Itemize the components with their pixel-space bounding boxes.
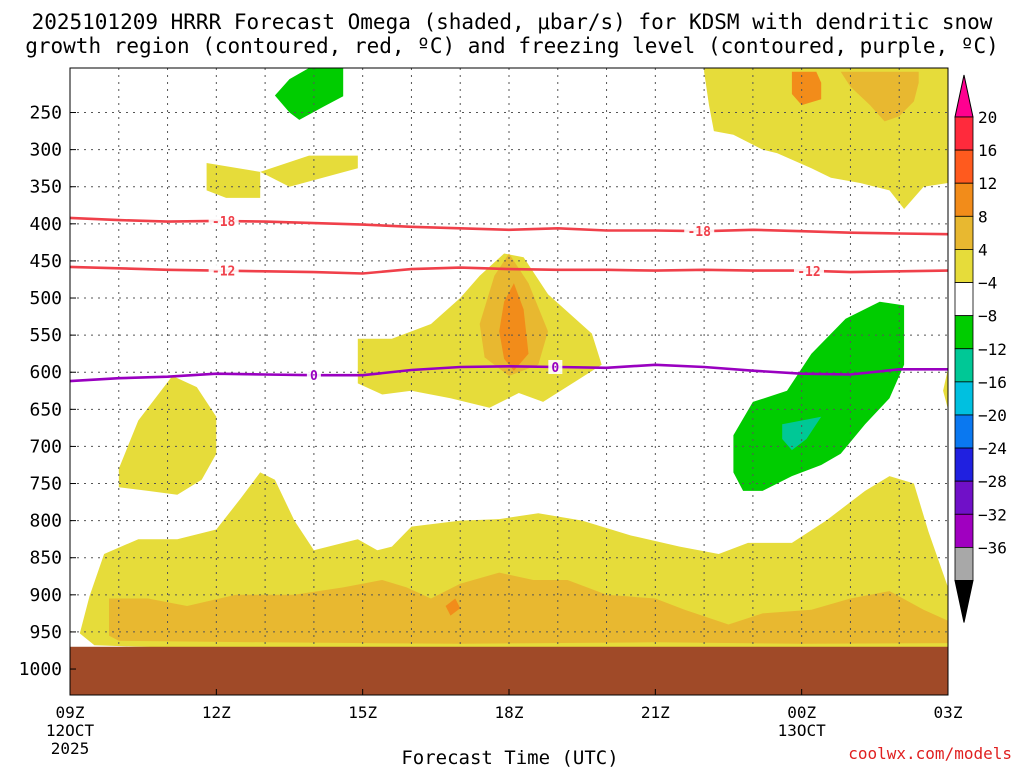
y-tick-label-600: 600 <box>29 362 62 383</box>
y-tick-label-500: 500 <box>29 288 62 309</box>
omega-area-2 <box>260 155 358 187</box>
credit-text: coolwx.com/models <box>848 744 1012 763</box>
legend-swatch-7 <box>954 315 974 350</box>
x-tick-label-09Z: 09Z <box>56 703 85 722</box>
y-tick-label-850: 850 <box>29 548 62 569</box>
legend-swatch-3 <box>954 182 974 217</box>
color-legend: 20 16 12 8 4 −4 −8 −12 −16 −20 −24 −28 −32 −36 <box>954 74 1007 623</box>
legend-label-3: 8 <box>978 207 988 226</box>
x-tick-year: 2025 <box>51 739 90 758</box>
omega-area-7 <box>840 71 919 122</box>
legend-arrow-bottom <box>954 580 974 623</box>
title-line-2: growth region (contoured, red, ºC) and f… <box>25 34 999 58</box>
omega-area-9 <box>109 572 948 644</box>
legend-swatch-11 <box>954 447 974 482</box>
contour-label-dgz_top-0: -18 <box>212 215 236 230</box>
y-tick-label-400: 400 <box>29 214 62 235</box>
legend-label-9: −20 <box>978 406 1007 425</box>
contour-label-bg <box>208 263 239 278</box>
x-axis-label: Forecast Time (UTC) <box>401 747 618 768</box>
x-tick-date: 13OCT <box>778 721 827 740</box>
x-tick-label-12Z: 12Z <box>202 703 231 722</box>
legend-arrow-top <box>954 74 974 118</box>
y-tick-label-450: 450 <box>29 251 62 272</box>
omega-area-12 <box>445 598 461 616</box>
legend-swatch-12 <box>954 480 974 515</box>
omega-area-4 <box>118 375 217 495</box>
chart-title: 2025101209 HRRR Forecast Omega (shaded, … <box>25 10 999 58</box>
x-tick-label-18Z: 18Z <box>495 703 524 722</box>
contour-label-bg <box>208 213 239 228</box>
contour-label-dgz_bottom-1: -12 <box>797 265 820 280</box>
y-tick-label-750: 750 <box>29 474 62 495</box>
y-tick-label-250: 250 <box>29 103 62 124</box>
y-tick-label-800: 800 <box>29 511 62 532</box>
legend-label-1: 16 <box>978 141 997 160</box>
y-tick-label-350: 350 <box>29 177 62 198</box>
legend-swatch-10 <box>954 414 974 449</box>
legend-label-4: 4 <box>978 240 988 259</box>
legend-label-2: 12 <box>978 174 997 193</box>
legend-label-7: −12 <box>978 340 1007 359</box>
x-tick-label-21Z: 21Z <box>641 703 670 722</box>
x-tick-date: 12OCT <box>46 721 95 740</box>
omega-area-11 <box>499 283 529 371</box>
y-tick-label-550: 550 <box>29 325 62 346</box>
terrain-mask <box>70 646 948 695</box>
legend-swatch-5 <box>954 249 974 283</box>
contour-label-dgz_top-1: -18 <box>687 225 711 240</box>
x-tick-label-03Z: 03Z <box>934 703 963 722</box>
ground-fill <box>70 646 948 695</box>
x-tick-label-15Z: 15Z <box>348 703 377 722</box>
contour-freezing_level <box>69 363 948 383</box>
legend-label-11: −28 <box>978 472 1007 491</box>
legend-label-0: 20 <box>978 108 997 127</box>
temperature-contours: -18 -18 -12 -12 0 0 <box>69 213 949 384</box>
pressure-axis: 250 300 350 400 450 500 550 600 650 700 750 800 850 9… <box>19 103 76 680</box>
legend-swatch-6 <box>954 282 974 317</box>
legend-swatch-9 <box>954 381 974 416</box>
omega-area-13 <box>274 68 344 120</box>
contour-label-bg <box>793 263 824 278</box>
legend-swatch-13 <box>954 513 974 548</box>
legend-label-10: −24 <box>978 439 1007 458</box>
contour-label-dgz_bottom-0: -12 <box>212 265 235 280</box>
contour-dgz_top <box>69 216 949 236</box>
omega-area-10 <box>791 71 822 106</box>
y-tick-label-650: 650 <box>29 399 62 420</box>
omega-area-1 <box>206 163 261 198</box>
legend-swatch-2 <box>954 149 974 184</box>
legend-label-5: −4 <box>978 274 997 293</box>
y-tick-label-950: 950 <box>29 622 62 643</box>
omega-area-14 <box>733 301 905 491</box>
legend-label-13: −36 <box>978 538 1007 557</box>
omega-shading <box>79 68 948 653</box>
legend-swatch-1 <box>954 116 974 151</box>
contour-label-freezing_level-1: 0 <box>551 361 559 376</box>
contour-label-freezing_level-0: 0 <box>310 369 318 384</box>
title-line-1: 2025101209 HRRR Forecast Omega (shaded, … <box>32 10 993 34</box>
omega-area-5 <box>943 368 948 410</box>
legend-label-12: −32 <box>978 505 1007 524</box>
x-tick-label-00Z: 00Z <box>787 703 816 722</box>
y-tick-label-1000: 1000 <box>19 659 62 680</box>
legend-swatch-4 <box>954 215 974 250</box>
legend-swatch-8 <box>954 348 974 383</box>
y-tick-label-300: 300 <box>29 140 62 161</box>
legend-label-8: −16 <box>978 373 1007 392</box>
omega-area-3 <box>357 253 602 408</box>
contour-label-bg <box>684 224 715 239</box>
y-tick-label-700: 700 <box>29 436 62 457</box>
contour-label-bg <box>306 368 321 383</box>
contour-label-bg <box>548 359 563 374</box>
legend-label-6: −8 <box>978 307 997 326</box>
legend-swatch-14 <box>954 546 974 581</box>
y-tick-label-900: 900 <box>29 585 62 606</box>
